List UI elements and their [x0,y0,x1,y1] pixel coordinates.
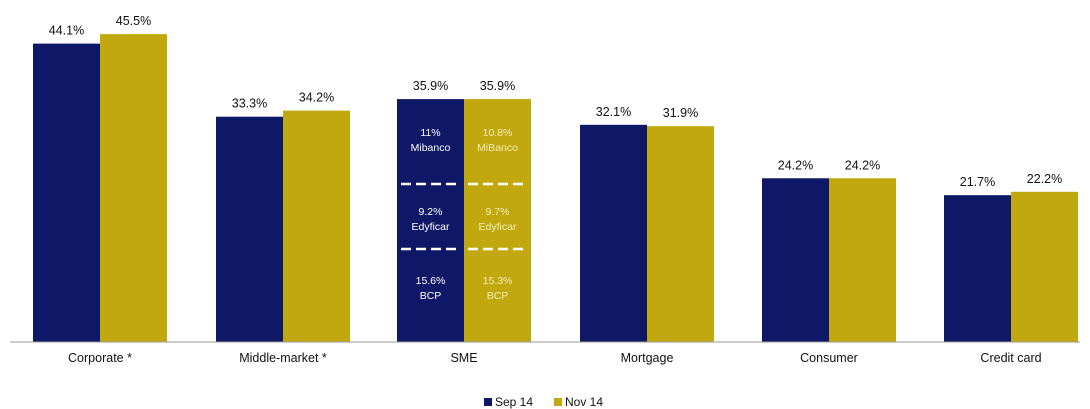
value-label-nov-14-corporate: 45.5% [116,14,151,28]
category-label-credit-card: Credit card [980,351,1041,365]
bar-sep-14-sme [397,99,464,342]
bar-nov-14-mortgage [647,126,714,342]
bar-nov-14-credit-card [1011,191,1078,342]
value-label-nov-14-sme: 35.9% [480,79,515,93]
bar-nov-14-middle-market [283,110,350,342]
bar-sep-14-credit-card [944,195,1011,342]
value-label-nov-14-middle-market: 34.2% [299,91,334,105]
value-label-nov-14-credit-card: 22.2% [1027,172,1062,186]
legend: Sep 14 Nov 14 [484,395,603,409]
sme-segment-entity-sep-14-mibanco: Mibanco [411,142,451,154]
category-label-sme: SME [450,351,477,365]
bar-sep-14-mortgage [580,124,647,342]
value-label-nov-14-consumer: 24.2% [845,158,880,172]
legend-label-sep-14: Sep 14 [495,395,533,409]
sme-segments-layer: 11% Mibanco 9.2% Edyficar 15.6% BCP 10.8% MiBan… [401,127,527,302]
value-label-sep-14-credit-card: 21.7% [960,175,995,189]
bar-nov-14-corporate [100,34,167,342]
value-label-sep-14-corporate: 44.1% [49,24,84,38]
sme-segment-value-nov-14-mibanco: 10.8% [483,127,513,139]
value-label-sep-14-sme: 35.9% [413,79,448,93]
legend-swatch-nov-14 [554,398,562,406]
sme-segment-value-nov-14-edyficar: 9.7% [486,206,510,218]
value-label-nov-14-mortgage: 31.9% [663,106,698,120]
category-label-consumer: Consumer [800,351,858,365]
category-label-corporate: Corporate * [68,351,132,365]
category-label-middle-market: Middle-market * [239,351,327,365]
value-label-sep-14-mortgage: 32.1% [596,105,631,119]
sme-segment-entity-sep-14-bcp: BCP [420,290,442,302]
sme-segment-entity-nov-14-mibanco: MiBanco [477,142,518,154]
category-labels-layer: Corporate * Middle-market * SME Mortgage Con… [68,351,1042,365]
sme-segment-value-sep-14-bcp: 15.6% [416,275,446,287]
value-label-sep-14-middle-market: 33.3% [232,97,267,111]
bar-nov-14-consumer [829,178,896,342]
sme-segment-entity-sep-14-edyficar: Edyficar [412,221,450,233]
sme-segment-value-sep-14-mibanco: 11% [420,127,440,139]
category-label-mortgage: Mortgage [621,351,674,365]
bars-layer [33,34,1078,343]
value-labels-layer: 44.1% 45.5% 33.3% 34.2% 35.9% 35.9% 32.1% 31.9%… [49,14,1062,189]
sme-segment-value-sep-14-edyficar: 9.2% [419,206,443,218]
bar-sep-14-consumer [762,178,829,342]
value-label-sep-14-consumer: 24.2% [778,158,813,172]
sme-segment-entity-nov-14-bcp: BCP [487,290,509,302]
sme-segment-entity-nov-14-edyficar: Edyficar [479,221,517,233]
legend-label-nov-14: Nov 14 [565,395,603,409]
legend-swatch-sep-14 [484,398,492,406]
bar-sep-14-middle-market [216,116,283,342]
bar-nov-14-sme [464,99,531,342]
sme-segment-value-nov-14-bcp: 15.3% [483,275,513,287]
bar-sep-14-corporate [33,43,100,343]
